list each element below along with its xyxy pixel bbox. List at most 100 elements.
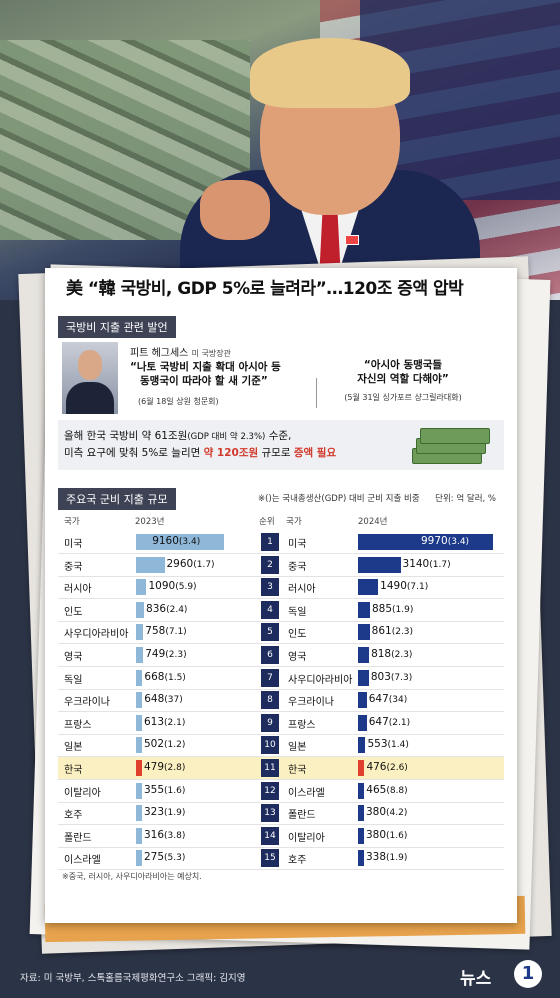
country-label-2024: 일본 xyxy=(288,742,307,754)
quote-1: “나토 국방비 지출 확대 아시아 등 동맹국이 따라야 할 새 기준” xyxy=(130,361,281,387)
bar-2024 xyxy=(358,714,367,731)
row-separator xyxy=(58,733,504,735)
chart-row: 사우디아라비아 758(7.1) 5 인도 861(2.3) xyxy=(58,621,504,645)
rank-badge: 1 xyxy=(261,533,279,551)
value-label-2024: 338(1.9) xyxy=(366,851,408,864)
chart-section-tag: 주요국 군비 지출 규모 xyxy=(58,488,176,510)
row-separator xyxy=(58,846,504,848)
news1-logo: 뉴스 1 xyxy=(460,958,550,990)
quote-section-tag: 국방비 지출 관련 발언 xyxy=(58,316,176,338)
info-box: 올해 한국 국방비 약 61조원(GDP 대비 약 2.3%) 수준, 미측 요… xyxy=(58,420,504,470)
bar-2024 xyxy=(358,669,369,686)
chart-row: 독일 668(1.5) 7 사우디아라비아 803(7.3) xyxy=(58,667,504,690)
divider xyxy=(316,378,317,408)
country-label-2024: 미국 xyxy=(288,539,307,550)
value-label-2024: 647(2.1) xyxy=(368,715,411,728)
rank-badge: 5 xyxy=(261,623,279,642)
country-label-2023: 프랑스 xyxy=(64,719,92,731)
country-label-2023: 호주 xyxy=(64,810,83,822)
chart-row: 러시아 1090(5.9) 3 러시아 1490(7.1) xyxy=(58,576,504,600)
value-label-2024: 380(1.6) xyxy=(366,828,408,841)
country-label-2023: 사우디아라비아 xyxy=(64,629,129,641)
country-label-2024: 사우디아라비아 xyxy=(288,674,353,686)
pointing-man-illustration xyxy=(180,20,480,300)
value-label-2023: 758(7.1) xyxy=(145,625,187,638)
value-label-2023: 1090(5.9) xyxy=(148,580,197,593)
bar-2024 xyxy=(358,805,364,822)
quote-2: “아시아 동맹국들 자신의 역할 다해야” xyxy=(357,359,449,385)
hero-photo xyxy=(0,0,560,300)
bar-2023 xyxy=(136,782,142,799)
value-label-2024: 3140(1.7) xyxy=(402,557,451,570)
bar-2024 xyxy=(358,737,366,754)
rank-badge: 15 xyxy=(261,849,279,868)
bar-2023 xyxy=(136,556,165,573)
country-label-2024: 이스라엘 xyxy=(288,787,325,799)
rank-badge: 2 xyxy=(261,555,279,574)
bar-2023 xyxy=(136,579,147,596)
bar-2024 xyxy=(358,579,379,596)
bar-2023 xyxy=(136,692,143,709)
chart-row: 인도 836(2.4) 4 독일 885(1.9) xyxy=(58,599,504,622)
row-separator xyxy=(58,711,504,713)
row-separator xyxy=(58,688,504,690)
bar-2023 xyxy=(136,850,142,867)
row-separator xyxy=(58,756,504,758)
chart-row: 우크라이나 648(37) 8 우크라이나 647(34) xyxy=(58,689,504,713)
country-label-2024: 영국 xyxy=(288,652,307,663)
bar-2023 xyxy=(136,760,142,776)
source-credit: 자료: 미 국방부, 스톡홀름국제평화연구소 그래픽: 김지영 xyxy=(20,973,246,984)
chart-note: ※()는 국내총생산(GDP) 대비 군비 지출 비중 xyxy=(258,494,420,504)
chart-row: 한국 479(2.8) 11 한국 476(2.6) xyxy=(58,757,504,780)
chart-row: 호주 323(1.9) 13 폴란드 380(4.2) xyxy=(58,802,504,826)
value-label-2023: 749(2.3) xyxy=(145,648,187,660)
row-separator xyxy=(58,869,504,871)
country-label-2024: 러시아 xyxy=(288,584,316,596)
bar-2024 xyxy=(358,534,493,550)
country-label-2024: 폴란드 xyxy=(288,810,316,822)
country-label-2023: 일본 xyxy=(64,742,83,754)
country-label-2023: 이스라엘 xyxy=(64,855,101,867)
value-label-2023: 323(1.9) xyxy=(144,806,186,819)
value-label-2023: 316(3.8) xyxy=(144,828,186,841)
chart-row: 프랑스 613(2.1) 9 프랑스 647(2.1) xyxy=(58,712,504,735)
row-separator xyxy=(58,643,504,645)
value-label-2023: 479(2.8) xyxy=(144,761,186,773)
country-label-2023: 중국 xyxy=(64,561,83,573)
row-separator xyxy=(58,598,504,600)
col-header-year-left: 2023년 xyxy=(135,517,165,527)
bar-2024 xyxy=(358,827,364,844)
value-label-2023: 613(2.1) xyxy=(144,715,186,728)
value-label-2024: 861(2.3) xyxy=(371,625,414,638)
bar-2024 xyxy=(358,760,365,776)
country-label-2023: 미국 xyxy=(64,539,83,550)
chart-row: 일본 502(1.2) 10 일본 553(1.4) xyxy=(58,734,504,758)
quote-box: 피트 헤그세스 미 국방장관 “나토 국방비 지출 확대 아시아 등 동맹국이 … xyxy=(58,338,504,416)
value-label-2023: 668(1.5) xyxy=(144,670,186,683)
bar-2024 xyxy=(358,850,364,867)
footnote: ※중국, 러시아, 사우디아라비아는 예상치. xyxy=(62,872,202,881)
rank-badge: 6 xyxy=(261,646,279,664)
rank-badge: 11 xyxy=(261,759,279,777)
rank-badge: 8 xyxy=(261,691,279,710)
value-label-2023: 836(2.4) xyxy=(146,602,188,615)
speaker-photo xyxy=(62,342,118,414)
bar-2024 xyxy=(358,624,370,641)
chart-header: 주요국 군비 지출 규모 ※()는 국내총생산(GDP) 대비 군비 지출 비중… xyxy=(58,488,504,510)
country-label-2023: 한국 xyxy=(64,765,83,776)
chart-row: 중국 2960(1.7) 2 중국 3140(1.7) xyxy=(58,554,504,577)
row-separator xyxy=(58,824,504,826)
rank-badge: 3 xyxy=(261,578,279,597)
bar-2024 xyxy=(358,647,370,663)
value-label-2024: 476(2.6) xyxy=(366,761,408,773)
bar-2023 xyxy=(136,601,145,618)
value-label-2023: 648(37) xyxy=(144,693,183,706)
value-label-2024: 9970(3.4) xyxy=(421,535,470,547)
info-text: 올해 한국 국방비 약 61조원(GDP 대비 약 2.3%) 수준, 미측 요… xyxy=(64,430,337,459)
value-label-2024: 803(7.3) xyxy=(370,670,413,683)
bar-2023 xyxy=(136,827,142,844)
value-label-2023: 9160(3.4) xyxy=(152,535,201,547)
bar-2024 xyxy=(358,601,370,618)
bar-2023 xyxy=(136,624,144,641)
value-label-2024: 1490(7.1) xyxy=(380,580,429,593)
